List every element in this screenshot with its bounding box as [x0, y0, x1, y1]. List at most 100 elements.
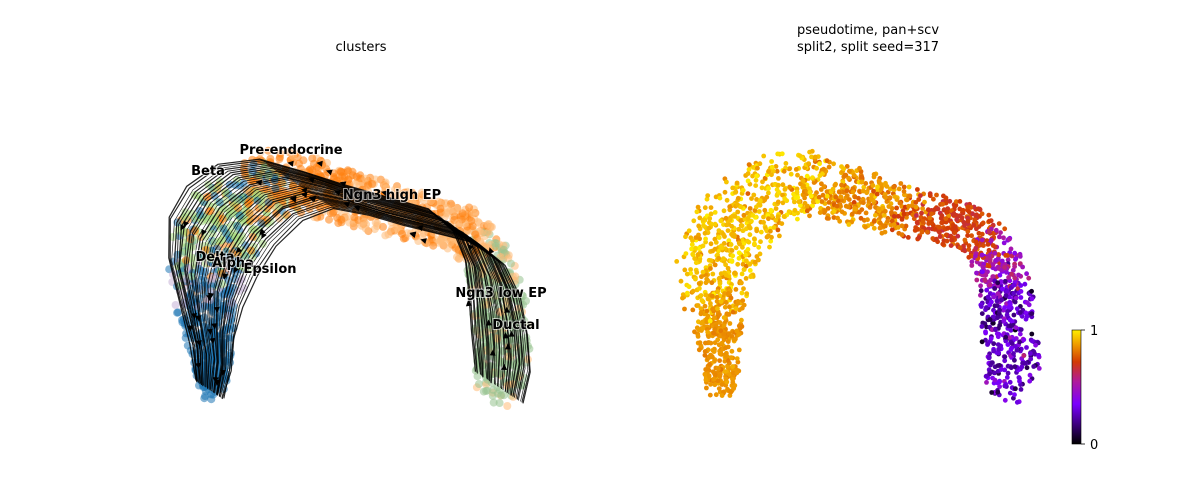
cell-point — [1007, 335, 1012, 340]
cell-point — [753, 183, 759, 189]
cell-point — [979, 324, 985, 329]
cell-point — [730, 185, 736, 191]
cell-point — [859, 179, 865, 185]
cell-point — [255, 171, 264, 180]
cell-point — [925, 207, 931, 213]
cell-point — [944, 209, 950, 215]
cell-point — [986, 218, 992, 224]
cell-point — [759, 185, 765, 191]
cell-point — [1007, 302, 1013, 308]
cell-point — [953, 202, 959, 208]
cell-point — [1029, 331, 1035, 337]
cell-point — [804, 173, 810, 179]
cell-point — [739, 305, 745, 311]
cell-point — [1002, 354, 1008, 360]
cell-point — [839, 209, 845, 215]
cell-point — [798, 203, 803, 208]
cell-point — [809, 154, 814, 160]
cell-point — [754, 197, 759, 202]
cell-point — [768, 238, 774, 244]
cell-point — [991, 294, 997, 300]
cell-point — [851, 173, 857, 178]
cell-point — [739, 271, 745, 277]
cell-point — [884, 184, 890, 189]
velocity-arrowhead — [409, 231, 417, 238]
cell-point — [940, 201, 946, 207]
cell-point — [771, 225, 777, 230]
velocity-arrowhead — [195, 362, 202, 370]
cell-point — [792, 199, 797, 205]
cell-point — [948, 243, 954, 249]
cell-point — [859, 174, 865, 180]
cell-point — [368, 180, 377, 188]
cell-point — [325, 215, 333, 224]
cell-point — [987, 282, 993, 288]
cell-point — [824, 193, 830, 199]
cell-point — [711, 376, 717, 382]
cell-point — [738, 218, 744, 224]
cell-point — [837, 218, 843, 224]
velocity-stream — [213, 191, 512, 393]
cell-point — [995, 389, 1001, 395]
cell-point — [1017, 378, 1022, 384]
cell-point — [306, 165, 315, 174]
cell-point — [979, 231, 985, 237]
cell-point — [907, 193, 913, 199]
cell-point — [1024, 271, 1029, 277]
velocity-arrowhead — [222, 273, 229, 280]
cell-point — [769, 172, 774, 178]
cell-point — [733, 306, 739, 312]
cell-point — [703, 340, 708, 346]
cell-point — [1012, 275, 1018, 281]
cell-point — [799, 208, 805, 214]
velocity-arrowhead — [233, 266, 239, 274]
cell-point — [974, 270, 979, 276]
cell-point — [991, 348, 996, 354]
cell-point — [957, 245, 963, 251]
cell-point — [714, 298, 720, 304]
velocity-arrowhead — [485, 319, 492, 326]
cell-point — [865, 217, 870, 223]
cell-point — [915, 187, 920, 192]
cell-point — [695, 303, 701, 308]
velocity-arrowhead — [465, 300, 472, 307]
cell-point — [745, 178, 751, 184]
cell-point — [966, 209, 972, 215]
cell-point — [257, 219, 266, 228]
cell-point — [782, 187, 788, 192]
cell-point — [730, 253, 736, 259]
velocity-arrowhead — [255, 179, 263, 186]
cell-point — [1002, 383, 1008, 389]
cell-point — [983, 330, 988, 336]
cell-point — [1008, 365, 1014, 371]
velocity-stream — [221, 207, 531, 404]
cell-point — [741, 267, 747, 272]
cell-point — [717, 373, 723, 379]
cell-point — [769, 164, 775, 170]
cell-point — [736, 226, 742, 232]
cell-point — [993, 258, 999, 263]
cell-point — [960, 207, 966, 213]
cell-point — [688, 267, 693, 272]
cell-point — [746, 162, 752, 168]
cell-point — [705, 313, 711, 319]
cell-point — [718, 218, 724, 224]
cell-point — [1002, 367, 1008, 373]
velocity-stream — [218, 201, 525, 400]
cell-point — [982, 278, 988, 283]
cell-point — [739, 324, 745, 329]
cell-point — [275, 155, 284, 163]
cell-point — [708, 381, 713, 387]
cell-point — [804, 204, 810, 209]
velocity-stream — [216, 195, 517, 396]
cell-point — [892, 194, 898, 200]
cell-point — [986, 247, 992, 253]
cell-point — [684, 271, 690, 277]
cell-point — [965, 204, 971, 210]
cell-point — [484, 220, 493, 229]
cell-point — [846, 197, 852, 202]
cell-point — [695, 334, 701, 339]
cell-point — [1013, 344, 1018, 349]
clusters-panel: clusters Pre-endocrine Beta Ngn3 high EP… — [165, 40, 548, 410]
velocity-arrowhead — [207, 328, 213, 335]
